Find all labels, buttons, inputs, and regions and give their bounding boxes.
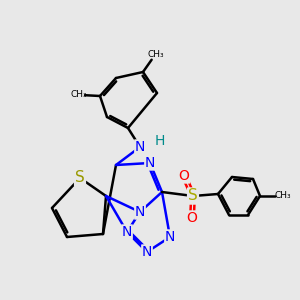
Text: S: S — [188, 188, 198, 203]
Text: H: H — [155, 134, 165, 148]
Text: N: N — [142, 245, 152, 259]
Text: CH₃: CH₃ — [70, 90, 87, 99]
Text: CH₃: CH₃ — [274, 191, 291, 200]
Text: N: N — [165, 230, 175, 244]
Text: S: S — [75, 170, 85, 185]
Text: O: O — [187, 211, 197, 225]
Text: N: N — [145, 156, 155, 170]
Text: O: O — [178, 169, 189, 183]
Text: N: N — [135, 140, 145, 154]
Text: N: N — [122, 225, 132, 239]
Text: CH₃: CH₃ — [147, 50, 164, 59]
Text: N: N — [135, 205, 145, 219]
